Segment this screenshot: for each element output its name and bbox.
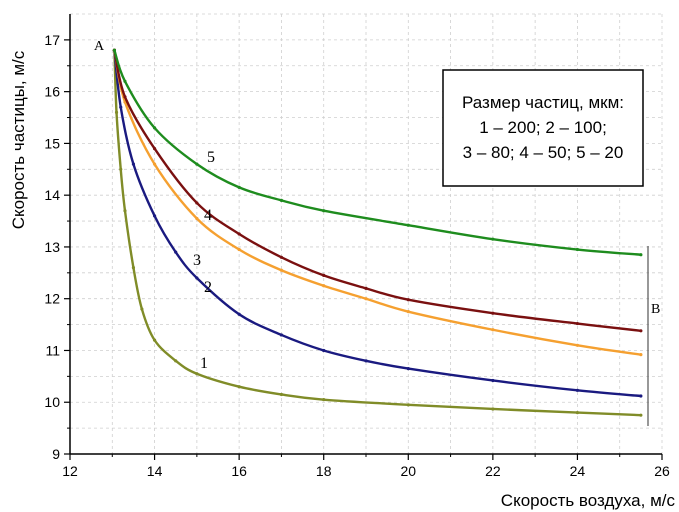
series-line-1 (113, 49, 643, 417)
curve-label-1: 1 (200, 355, 208, 372)
y-tick-label: 15 (44, 135, 60, 151)
data-point (237, 185, 241, 190)
x-tick-label: 14 (147, 463, 163, 479)
x-tick-label: 12 (62, 463, 78, 479)
data-point (639, 353, 643, 357)
x-tick-label: 18 (316, 463, 332, 479)
curve-label-5: 5 (207, 149, 215, 166)
x-tick-label: 22 (485, 463, 501, 479)
data-point (364, 297, 368, 301)
legend-box: Размер частиц, мкм: 1 – 200; 2 – 100; 3 … (442, 69, 644, 187)
data-point (112, 48, 116, 52)
x-tick-label: 20 (400, 463, 416, 479)
curve-labels: 1 2 3 4 5 (193, 149, 215, 372)
data-point (322, 398, 326, 402)
data-point (322, 284, 326, 288)
data-point (195, 216, 199, 221)
data-point (279, 268, 284, 272)
series-2 (112, 48, 643, 398)
data-point (123, 209, 127, 213)
y-axis-title: Скорость частицы, м/с (9, 50, 28, 229)
data-point (639, 413, 643, 417)
data-point (152, 146, 157, 151)
data-point (406, 310, 410, 314)
data-point (575, 247, 580, 252)
series-5 (112, 48, 643, 257)
legend-line-1: Размер частиц, мкм: (462, 93, 624, 112)
x-axis-title: Скорость воздуха, м/с (501, 491, 676, 510)
x-tick-label: 16 (231, 463, 247, 479)
data-point (152, 126, 157, 130)
series-line-5 (113, 49, 643, 256)
data-point (406, 403, 410, 407)
data-point (123, 79, 127, 83)
y-tick-label: 10 (44, 394, 60, 410)
data-point (140, 307, 144, 311)
data-point (174, 250, 178, 254)
point-label-b: B (651, 302, 660, 317)
data-point (195, 276, 199, 280)
data-point (114, 110, 119, 114)
data-point (152, 338, 157, 342)
data-point (639, 253, 643, 257)
data-point (364, 359, 368, 363)
data-point (491, 378, 495, 383)
data-point (174, 359, 178, 363)
data-point (152, 162, 157, 166)
data-point (639, 394, 643, 398)
data-point (131, 266, 136, 270)
y-tick-label: 12 (44, 291, 60, 307)
legend-line-2: 1 – 200; 2 – 100; (479, 118, 607, 137)
data-point (279, 392, 284, 397)
data-point (491, 328, 495, 332)
data-point (279, 198, 284, 202)
data-point (639, 329, 643, 333)
data-point (237, 247, 241, 252)
y-tick-label: 13 (44, 239, 60, 255)
data-point (237, 312, 241, 316)
data-point (237, 385, 241, 389)
data-point (322, 348, 326, 353)
data-point (491, 311, 495, 315)
data-point (575, 321, 580, 326)
data-point (406, 223, 410, 227)
data-point (195, 372, 199, 376)
y-tick-label: 16 (44, 84, 60, 100)
x-tick-label: 26 (654, 463, 670, 479)
data-point (406, 366, 410, 371)
data-point (322, 209, 326, 213)
data-point (119, 105, 123, 109)
data-point (491, 237, 495, 241)
legend-line-3: 3 – 80; 4 – 50; 5 – 20 (463, 143, 624, 162)
y-tick-label: 9 (52, 446, 60, 462)
data-point (195, 162, 199, 166)
data-point (123, 95, 127, 99)
y-tick-label: 11 (45, 342, 60, 358)
curve-label-3: 3 (193, 252, 201, 269)
curves (112, 48, 643, 417)
data-point (406, 298, 410, 302)
data-point (575, 343, 580, 347)
data-point (195, 201, 199, 205)
data-point (279, 255, 284, 259)
data-point (131, 162, 136, 166)
point-label-a: A (94, 39, 105, 54)
series-line-3 (113, 49, 643, 356)
x-tick-label: 24 (570, 463, 586, 479)
data-point (364, 286, 368, 290)
curve-label-4: 4 (204, 207, 212, 224)
data-point (152, 214, 157, 218)
data-point (322, 273, 326, 278)
data-point (119, 167, 123, 171)
y-tick-label: 17 (44, 32, 60, 48)
data-point (237, 232, 241, 236)
data-point (491, 407, 495, 411)
data-point (575, 388, 580, 392)
data-point (279, 333, 284, 337)
data-point (575, 410, 580, 415)
curve-label-2: 2 (204, 279, 212, 296)
y-tick-label: 14 (44, 187, 60, 203)
